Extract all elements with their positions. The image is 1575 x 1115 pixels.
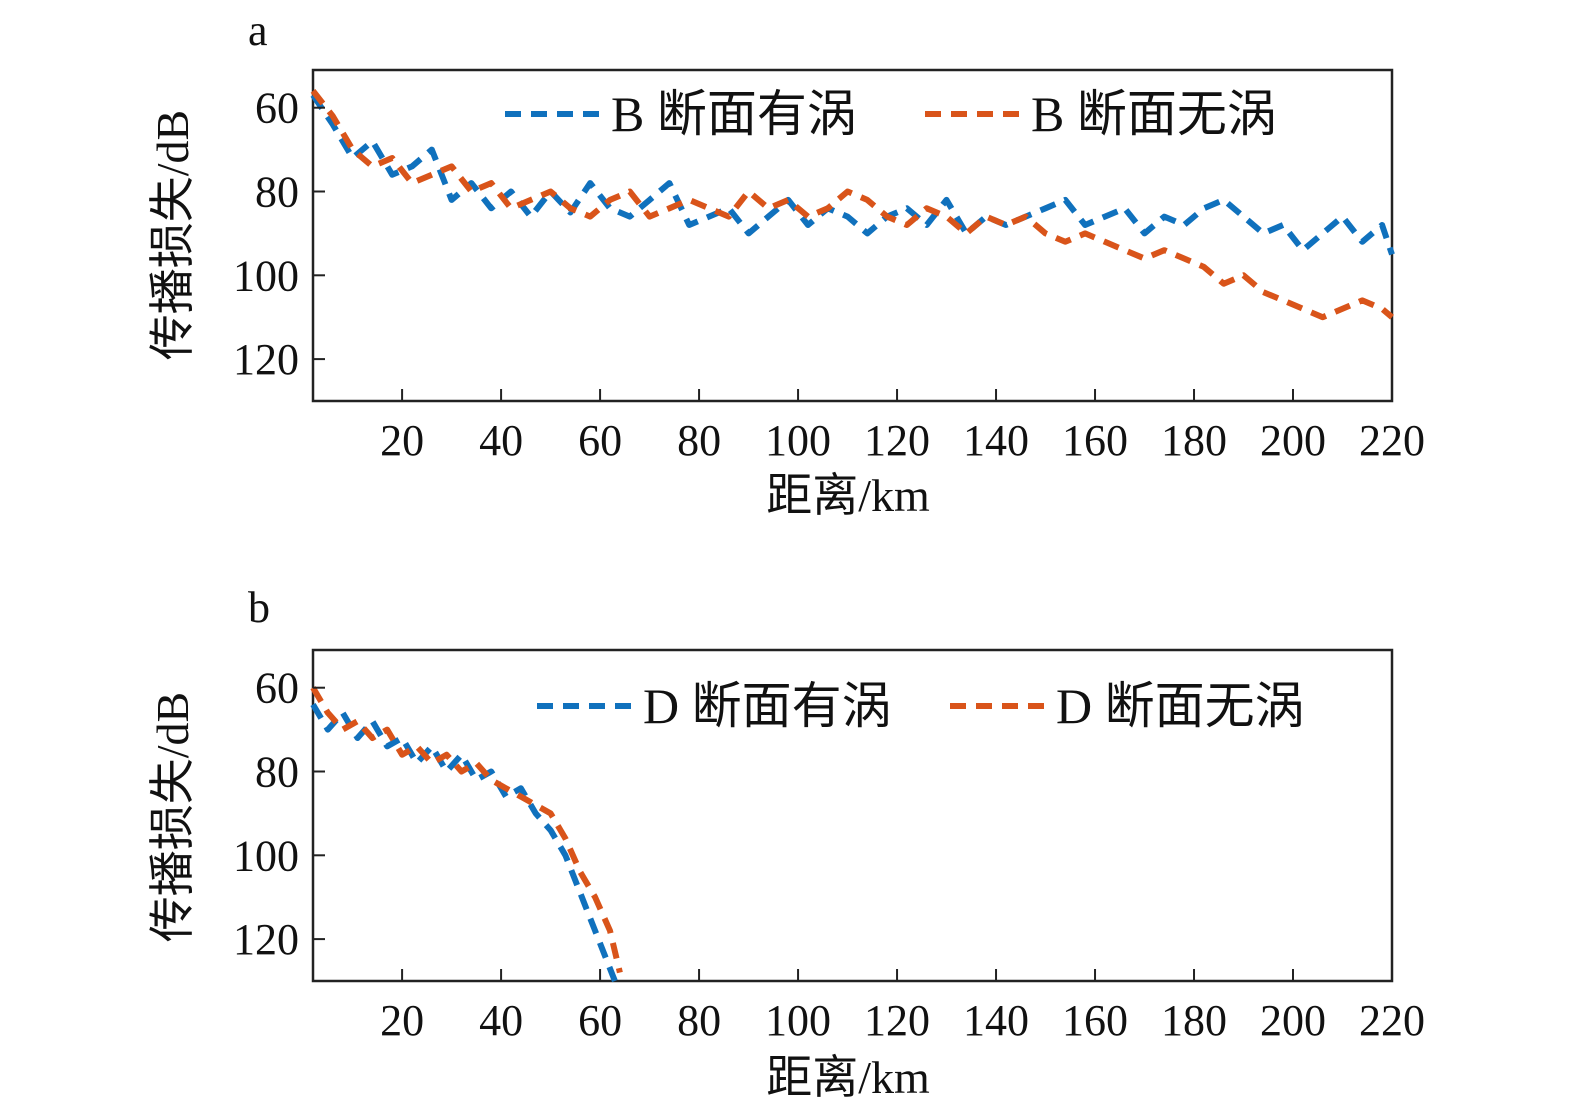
ticks-b: 20 40 60 80 100 120 140 160 180 200 220 60 80 100 120 [233, 664, 1425, 1045]
x-tick-label-b-160: 160 [1062, 996, 1128, 1045]
x-axis-title-a: 距离/km [766, 470, 930, 521]
x-tick-label-a-120: 120 [864, 416, 930, 465]
y-axis-title-b: 传播损失/dB [147, 692, 198, 942]
series-line-b-0 [310, 702, 618, 983]
legend-label-b-0: D 断面有涡 [643, 678, 892, 734]
x-tick-label-b-60: 60 [578, 996, 622, 1045]
panel-a: a 20 40 60 80 100 120 140 160 180 200 220 60 80 100 12… [147, 6, 1425, 521]
x-tick-label-b-100: 100 [765, 996, 831, 1045]
plot-frame-a [311, 68, 1394, 403]
y-tick-label-b-60: 60 [255, 664, 299, 713]
x-tick-label-a-220: 220 [1359, 416, 1425, 465]
y-tick-label-b-80: 80 [255, 748, 299, 797]
y-tick-label-b-120: 120 [233, 915, 299, 964]
x-tick-label-a-20: 20 [380, 416, 424, 465]
x-tick-label-a-200: 200 [1260, 416, 1326, 465]
series-layer-b [310, 686, 623, 983]
legend-label-a-1: B 断面无涡 [1031, 86, 1277, 142]
x-tick-label-a-80: 80 [677, 416, 721, 465]
legend-a: B 断面有涡 B 断面无涡 [505, 86, 1277, 142]
y-tick-label-b-100: 100 [233, 831, 299, 880]
x-tick-label-b-180: 180 [1161, 996, 1227, 1045]
y-tick-label-a-100: 100 [233, 251, 299, 300]
x-tick-label-a-60: 60 [578, 416, 622, 465]
panel-label-a: a [248, 6, 268, 55]
y-tick-label-a-60: 60 [255, 84, 299, 133]
ticks-a: 20 40 60 80 100 120 140 160 180 200 220 60 80 100 120 [233, 84, 1425, 465]
x-tick-label-a-100: 100 [765, 416, 831, 465]
x-tick-label-b-200: 200 [1260, 996, 1326, 1045]
legend-label-b-1: D 断面无涡 [1056, 678, 1305, 734]
x-tick-label-b-140: 140 [963, 996, 1029, 1045]
x-tick-label-a-160: 160 [1062, 416, 1128, 465]
series-line-a-1 [310, 89, 1394, 321]
legend-label-a-0: B 断面有涡 [611, 86, 857, 142]
series-line-b-1 [310, 686, 623, 974]
x-tick-label-b-40: 40 [479, 996, 523, 1045]
x-tick-label-a-40: 40 [479, 416, 523, 465]
legend-b: D 断面有涡 D 断面无涡 [537, 678, 1305, 734]
x-axis-title-b: 距离/km [766, 1052, 930, 1103]
plot-frame-b [311, 648, 1394, 983]
x-tick-label-b-120: 120 [864, 996, 930, 1045]
x-tick-label-a-180: 180 [1161, 416, 1227, 465]
x-tick-label-b-80: 80 [677, 996, 721, 1045]
series-layer-a [310, 89, 1395, 321]
y-tick-label-a-120: 120 [233, 335, 299, 384]
x-tick-label-b-220: 220 [1359, 996, 1425, 1045]
x-tick-label-a-140: 140 [963, 416, 1029, 465]
y-tick-label-a-80: 80 [255, 168, 299, 217]
y-axis-title-a: 传播损失/dB [147, 110, 198, 360]
panel-b: b 20 40 60 80 100 120 140 160 180 200 220 60 80 100 12… [147, 583, 1425, 1103]
panel-label-b: b [248, 583, 270, 632]
x-tick-label-b-20: 20 [380, 996, 424, 1045]
